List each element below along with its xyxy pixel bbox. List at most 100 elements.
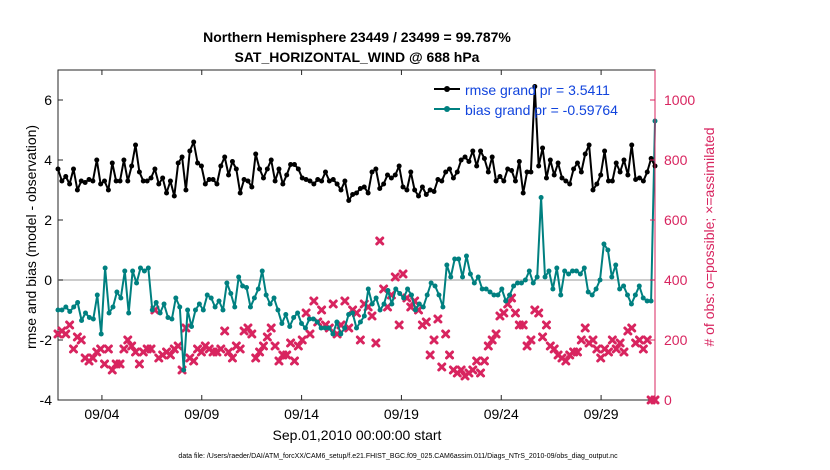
bias-point — [318, 325, 324, 331]
bias-point — [401, 295, 407, 301]
bias-point — [483, 286, 489, 292]
rmse-point — [136, 169, 142, 175]
rmse-point — [354, 190, 359, 196]
assimilated-obs-marker — [119, 344, 129, 354]
rmse-point — [315, 177, 321, 182]
assimilated-obs-marker — [638, 344, 648, 354]
rmse-point — [431, 189, 437, 194]
rmse-point — [346, 198, 352, 203]
bias-point — [625, 292, 631, 298]
rmse-point — [90, 178, 96, 184]
rmse-point — [369, 169, 375, 175]
assimilated-obs-marker — [270, 341, 280, 351]
bias-point — [609, 274, 615, 280]
bias-point — [617, 286, 623, 292]
bias-point — [126, 310, 132, 316]
rmse-point — [454, 169, 460, 175]
bias-point — [302, 325, 308, 331]
assimilated-obs-marker — [123, 335, 133, 345]
bias-point — [236, 274, 242, 280]
assimilated-obs-marker — [572, 347, 582, 357]
rmse-point — [350, 192, 356, 197]
rmse-point — [117, 178, 123, 184]
bias-point — [173, 295, 179, 301]
assimilated-obs-marker — [479, 356, 489, 366]
rmse-point — [164, 190, 170, 196]
rmse-point — [253, 151, 259, 157]
rmse-point — [330, 177, 336, 182]
rmse-point — [640, 178, 646, 184]
bias-point — [267, 301, 273, 307]
assimilated-obs-marker — [596, 353, 606, 363]
rmse-point — [311, 181, 317, 187]
assimilated-obs-marker — [344, 323, 354, 333]
rmse-point — [218, 163, 224, 169]
y-left-tick-label: 0 — [44, 272, 52, 288]
bias-point — [530, 280, 536, 286]
assimilated-obs-marker — [69, 344, 79, 354]
rmse-point — [578, 169, 584, 175]
rmse-point — [582, 151, 588, 157]
assimilated-obs-marker — [603, 347, 613, 357]
bias-point — [546, 268, 552, 274]
rmse-point — [183, 187, 189, 193]
rmse-point — [621, 157, 627, 163]
bias-point — [585, 289, 591, 295]
bias-point — [114, 289, 120, 295]
axes: 09/04 09/09 09/14 09/19 09/24 09/29 -4 -2 0 2 4 6 0 2… — [40, 70, 695, 422]
x-tick-label: 09/19 — [384, 406, 419, 422]
bias-point — [295, 310, 301, 316]
bias-point — [130, 268, 136, 274]
bias-point — [440, 304, 446, 310]
bias-point — [381, 301, 387, 307]
bias-point — [220, 307, 226, 313]
assimilated-obs-marker — [243, 323, 253, 333]
bias-point — [157, 310, 163, 316]
rmse-point — [167, 178, 173, 184]
bias-point — [385, 288, 391, 293]
assimilated-obs-marker — [441, 329, 451, 339]
bias-point — [255, 286, 261, 292]
rmse-point — [474, 163, 480, 169]
rmse-point — [478, 148, 484, 154]
bias-point — [106, 310, 112, 316]
assimilated-obs-marker — [549, 344, 559, 354]
assimilated-obs-marker — [421, 317, 431, 327]
assimilated-obs-markers — [53, 236, 660, 405]
rmse-point — [94, 157, 100, 163]
rmse-point — [140, 178, 146, 184]
bias-point — [581, 265, 587, 271]
bias-point — [412, 307, 418, 313]
y-left-tick-label: 2 — [44, 212, 52, 228]
rmse-point — [303, 177, 309, 182]
rmse-point — [133, 142, 139, 148]
chart-subtitle: SAT_HORIZONTAL_WIND @ 688 hPa — [235, 49, 480, 65]
rmse-point — [458, 157, 464, 163]
assimilated-obs-marker — [255, 347, 265, 357]
rmse-point — [187, 148, 193, 154]
rmse-point — [357, 186, 363, 191]
rmse-point — [249, 184, 255, 190]
assimilated-obs-marker — [220, 326, 230, 336]
bias-point — [263, 292, 269, 298]
assimilated-obs-marker — [224, 347, 234, 357]
assimilated-obs-marker — [293, 341, 303, 351]
rmse-point — [385, 172, 391, 178]
bias-point — [644, 298, 650, 304]
rmse-point — [295, 166, 301, 172]
bias-point — [456, 256, 462, 262]
y-right-tick-label: 200 — [664, 332, 688, 348]
bias-point — [153, 300, 159, 305]
assimilated-obs-marker — [305, 329, 315, 339]
rmse-point — [264, 166, 270, 172]
bias-point — [495, 292, 501, 298]
assimilated-obs-marker — [274, 356, 284, 366]
assimilated-obs-marker — [134, 359, 144, 369]
bias-point — [279, 321, 285, 326]
rmse-point — [416, 193, 422, 199]
assimilated-obs-marker — [251, 353, 261, 363]
bias-point — [79, 318, 85, 323]
bias-point — [224, 280, 230, 286]
bias-point — [636, 283, 642, 289]
bias-point — [554, 265, 560, 271]
